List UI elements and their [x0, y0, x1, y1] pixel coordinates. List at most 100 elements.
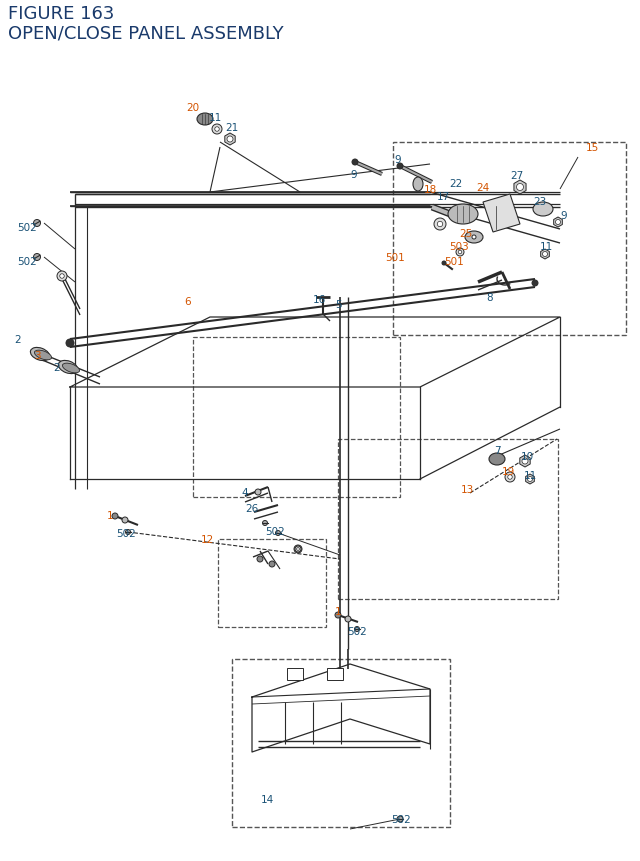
Ellipse shape [465, 232, 483, 244]
Ellipse shape [197, 114, 213, 126]
Bar [287, 668, 303, 680]
Circle shape [66, 339, 74, 348]
Text: 17: 17 [436, 192, 450, 201]
Circle shape [262, 521, 268, 526]
Text: 22: 22 [449, 179, 463, 189]
Text: 5: 5 [336, 300, 342, 310]
Text: 24: 24 [476, 183, 490, 193]
Text: 25: 25 [460, 229, 472, 238]
Circle shape [60, 275, 64, 279]
Circle shape [355, 627, 360, 632]
Circle shape [269, 561, 275, 567]
Circle shape [345, 616, 351, 623]
Text: 1: 1 [335, 606, 341, 616]
Circle shape [33, 220, 40, 227]
Circle shape [33, 254, 40, 261]
Text: 11: 11 [209, 113, 221, 123]
Bar [338, 439, 558, 599]
Ellipse shape [63, 363, 79, 374]
Text: 9: 9 [351, 170, 357, 180]
Text: 19: 19 [501, 467, 515, 476]
Bar [393, 143, 626, 336]
Text: 9: 9 [561, 211, 567, 220]
Text: 8: 8 [486, 293, 493, 303]
Circle shape [397, 816, 403, 822]
Circle shape [125, 530, 131, 535]
Polygon shape [483, 195, 520, 232]
Circle shape [516, 184, 524, 191]
Text: 502: 502 [391, 814, 411, 824]
Circle shape [397, 164, 403, 170]
Text: 3: 3 [34, 350, 40, 361]
Text: 4: 4 [242, 487, 248, 498]
Ellipse shape [489, 454, 505, 466]
Circle shape [122, 517, 128, 523]
Circle shape [543, 252, 547, 257]
Circle shape [508, 475, 512, 480]
Text: FIGURE 163: FIGURE 163 [8, 5, 115, 23]
Text: 502: 502 [347, 626, 367, 636]
Text: 503: 503 [449, 242, 469, 251]
Circle shape [257, 556, 263, 562]
Circle shape [434, 219, 446, 231]
Circle shape [215, 127, 220, 132]
Circle shape [297, 548, 300, 551]
Text: 9: 9 [395, 155, 401, 164]
Text: 14: 14 [260, 794, 274, 804]
Circle shape [437, 222, 443, 227]
Ellipse shape [448, 205, 478, 225]
Text: 11: 11 [524, 470, 536, 480]
Circle shape [472, 236, 476, 239]
Circle shape [352, 160, 358, 166]
Text: 502: 502 [116, 529, 136, 538]
Text: 2: 2 [54, 362, 60, 373]
Circle shape [556, 220, 561, 226]
Text: 23: 23 [533, 197, 547, 207]
Text: 27: 27 [510, 170, 524, 181]
Ellipse shape [58, 361, 77, 375]
Text: 502: 502 [17, 223, 37, 232]
Text: 501: 501 [385, 253, 405, 263]
Circle shape [527, 477, 532, 482]
Ellipse shape [35, 350, 52, 361]
Circle shape [335, 612, 341, 618]
Text: 501: 501 [444, 257, 464, 267]
Text: 10: 10 [520, 451, 534, 461]
Text: 502: 502 [265, 526, 285, 536]
Bar [218, 539, 326, 628]
Text: 12: 12 [200, 535, 214, 544]
Circle shape [57, 272, 67, 282]
Text: 21: 21 [225, 123, 239, 133]
Text: 7: 7 [493, 445, 500, 455]
Text: 15: 15 [586, 143, 598, 152]
Ellipse shape [30, 348, 50, 361]
Circle shape [457, 250, 463, 256]
Text: 13: 13 [460, 485, 474, 494]
Circle shape [227, 137, 233, 143]
Text: 6: 6 [185, 297, 191, 307]
Text: 26: 26 [245, 504, 259, 513]
Circle shape [112, 513, 118, 519]
Circle shape [522, 458, 528, 464]
Circle shape [212, 125, 222, 135]
Text: OPEN/CLOSE PANEL ASSEMBLY: OPEN/CLOSE PANEL ASSEMBLY [8, 24, 284, 42]
Bar [327, 668, 343, 680]
Circle shape [442, 262, 446, 266]
Text: 502: 502 [17, 257, 37, 267]
Circle shape [458, 251, 462, 255]
Bar [232, 660, 450, 827]
Ellipse shape [533, 202, 553, 217]
Circle shape [294, 545, 302, 554]
Text: 16: 16 [312, 294, 326, 305]
Text: 20: 20 [186, 102, 200, 113]
Circle shape [275, 531, 280, 536]
Bar [193, 338, 400, 498]
Text: 11: 11 [540, 242, 552, 251]
Text: 18: 18 [424, 185, 436, 195]
Circle shape [255, 489, 261, 495]
Text: 2: 2 [15, 335, 21, 344]
Circle shape [456, 249, 464, 257]
Circle shape [295, 547, 301, 553]
Circle shape [505, 473, 515, 482]
Text: 1: 1 [107, 511, 113, 520]
